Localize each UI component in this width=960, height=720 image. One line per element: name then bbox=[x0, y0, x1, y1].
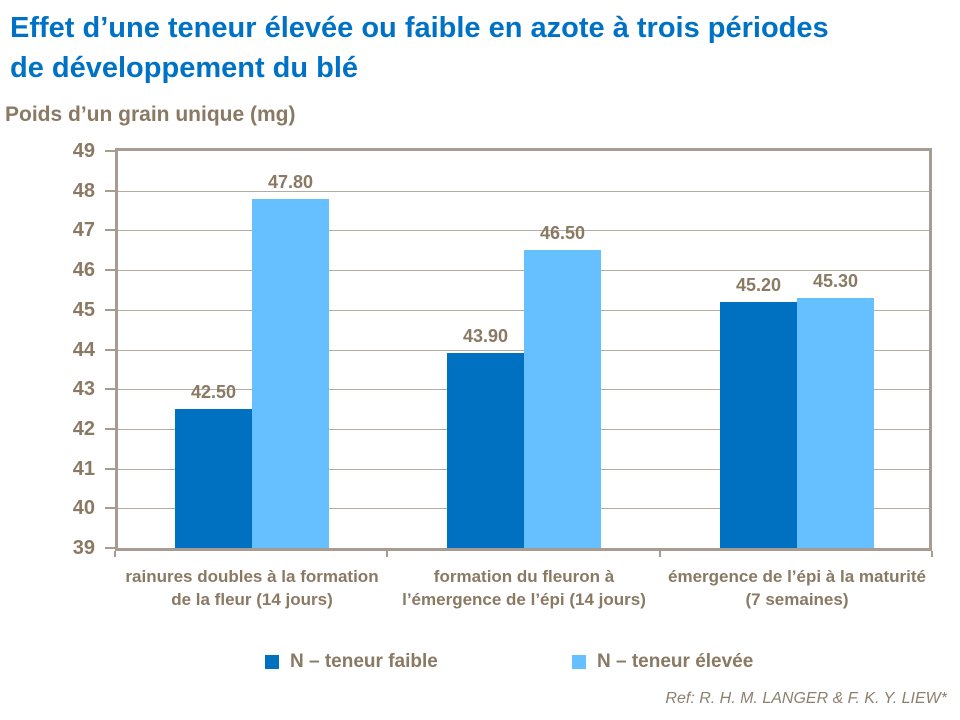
bar-elevee-group-2 bbox=[524, 250, 601, 548]
gridline bbox=[118, 270, 929, 272]
category-label-2: formation du fleuron à l’émergence de l’… bbox=[402, 567, 646, 609]
legend-item-elevee: N – teneur élevée bbox=[572, 650, 753, 674]
bar-value-label: 45.20 bbox=[735, 274, 782, 295]
bar-value-label: 42.50 bbox=[190, 382, 237, 403]
y-tick-label: 42 bbox=[72, 417, 95, 440]
y-tick-label: 43 bbox=[72, 378, 95, 401]
gridline bbox=[118, 349, 929, 351]
bar-faible-group-2 bbox=[447, 353, 524, 548]
y-tick-label: 47 bbox=[72, 219, 95, 242]
y-tick-label: 39 bbox=[72, 537, 95, 559]
x-tick-mark bbox=[386, 551, 388, 557]
y-tick-mark bbox=[105, 507, 115, 510]
y-tick-mark bbox=[105, 189, 115, 192]
y-tick-label: 44 bbox=[72, 338, 95, 361]
reference-citation: Ref: R. H. M. LANGER & F. K. Y. LIEW* bbox=[665, 690, 947, 707]
y-tick-mark bbox=[105, 229, 115, 232]
legend-label: N – teneur élevée bbox=[597, 651, 754, 672]
bar-value-label: 46.50 bbox=[539, 223, 586, 244]
y-tick-mark bbox=[105, 150, 115, 152]
y-tick-mark bbox=[105, 269, 115, 272]
bar-elevee-group-1 bbox=[252, 198, 329, 548]
legend-swatch-icon bbox=[265, 655, 279, 669]
gridline bbox=[118, 230, 929, 232]
y-tick-label: 40 bbox=[72, 497, 95, 520]
bar-faible-group-3 bbox=[720, 301, 797, 548]
y-tick-mark bbox=[105, 308, 115, 311]
y-tick-mark bbox=[105, 467, 115, 470]
bar-elevee-group-3 bbox=[797, 297, 874, 548]
category-label-1: rainures doubles à la formation de la fl… bbox=[125, 567, 379, 609]
y-tick-mark bbox=[105, 388, 115, 391]
y-tick-label: 48 bbox=[72, 179, 95, 202]
x-tick-mark bbox=[114, 551, 116, 557]
category-label-3: émergence de l’épi à la maturité (7 sema… bbox=[668, 567, 926, 609]
y-tick-mark bbox=[105, 427, 115, 430]
bar-value-label: 47.80 bbox=[267, 171, 314, 192]
bar-value-label: 45.30 bbox=[812, 270, 859, 291]
page-title-line-2: de développement du blé bbox=[10, 52, 359, 84]
page-title: Effet d’une teneur élevée ou faible en a… bbox=[10, 8, 950, 88]
gridline bbox=[118, 309, 929, 311]
x-tick-mark bbox=[931, 551, 933, 557]
y-axis-title: Poids d’un grain unique (mg) bbox=[5, 103, 296, 126]
y-tick-label: 49 bbox=[72, 140, 95, 162]
legend-swatch-icon bbox=[572, 655, 586, 669]
y-tick-label: 45 bbox=[72, 298, 95, 321]
bar-chart-plot-area: 42.50 43.90 45.20 47.80 46.50 45.30 bbox=[115, 148, 932, 551]
y-tick-label: 41 bbox=[72, 457, 95, 480]
y-tick-label: 46 bbox=[72, 259, 95, 282]
legend-label: N – teneur faible bbox=[290, 651, 438, 672]
y-tick-mark bbox=[105, 348, 115, 351]
x-tick-mark bbox=[659, 551, 661, 557]
page-title-line-1: Effet d’une teneur élevée ou faible en a… bbox=[10, 12, 829, 44]
y-tick-mark bbox=[105, 547, 115, 549]
gridline bbox=[118, 190, 929, 192]
legend-item-faible: N – teneur faible bbox=[265, 650, 438, 674]
bar-value-label: 43.90 bbox=[462, 326, 509, 347]
bar-faible-group-1 bbox=[175, 409, 252, 548]
